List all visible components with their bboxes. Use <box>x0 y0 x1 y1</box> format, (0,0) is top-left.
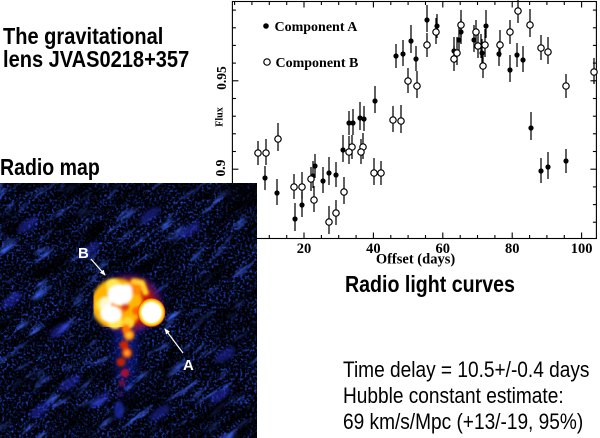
svg-text:Component B: Component B <box>276 56 359 71</box>
svg-text:20: 20 <box>297 241 312 257</box>
svg-text:80: 80 <box>505 241 520 257</box>
svg-text:Flux: Flux <box>215 107 226 126</box>
svg-text:B: B <box>78 245 89 262</box>
svg-text:60: 60 <box>436 241 451 257</box>
svg-text:Offset (days): Offset (days) <box>376 252 456 268</box>
svg-text:0.95: 0.95 <box>214 66 229 90</box>
svg-text:40: 40 <box>366 241 381 257</box>
svg-text:100: 100 <box>571 241 593 257</box>
svg-text:A: A <box>183 357 194 374</box>
svg-text:Component A: Component A <box>275 20 359 35</box>
svg-text:0.9: 0.9 <box>213 159 228 176</box>
